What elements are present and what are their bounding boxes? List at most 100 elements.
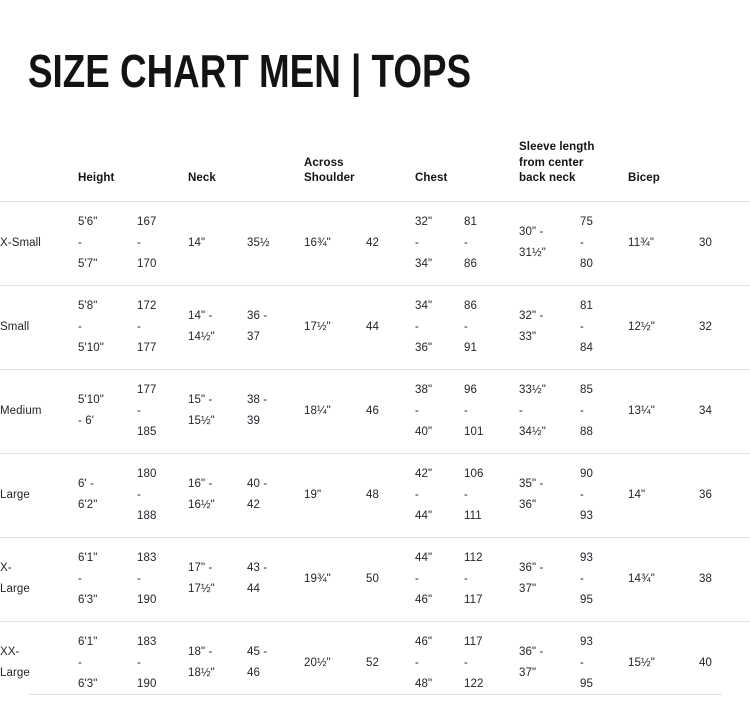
cell-height-cm: 183 - 190 (137, 536, 188, 621)
column-header-chest-label: Chest (415, 172, 448, 184)
cell-chest-cm: 117 - 122 (464, 620, 520, 705)
cell-bicep-in: 15½" (628, 620, 700, 705)
cell-sleeve-in: 36" - 37" (519, 620, 581, 705)
column-header-height: Height (78, 140, 188, 201)
cell-height-cm: 180 - 188 (137, 452, 188, 537)
cell-size: X-Small (0, 200, 78, 285)
cell-shoulder-in: 20½" (304, 620, 366, 705)
column-header-bicep-label: Bicep (628, 172, 660, 184)
cell-size: XX- Large (0, 620, 78, 705)
cell-neck-cm: 38 - 39 (247, 368, 304, 453)
column-header-across-shoulder: Across Shoulder (304, 140, 415, 201)
cell-chest-cm: 112 - 117 (464, 536, 520, 621)
column-header-size (0, 140, 78, 201)
cell-height-in: 6' - 6'2" (78, 452, 137, 537)
cell-height-cm: 177 - 185 (137, 368, 188, 453)
table-bottom-divider (28, 694, 722, 695)
cell-sleeve-cm: 93 - 95 (580, 536, 629, 621)
size-chart-table: Height Neck Across Shoulder Chest Sleeve… (0, 140, 750, 705)
column-header-neck-label: Neck (188, 172, 216, 184)
cell-sleeve-cm: 90 - 93 (580, 452, 629, 537)
cell-bicep-cm: 40 (699, 620, 750, 705)
cell-shoulder-cm: 50 (366, 536, 416, 621)
cell-bicep-in: 12½" (628, 284, 700, 369)
cell-sleeve-in: 36" - 37" (519, 536, 581, 621)
cell-chest-in: 38" - 40" (415, 368, 465, 453)
cell-bicep-cm: 38 (699, 536, 750, 621)
column-header-sleeve-length: Sleeve length from center back neck (519, 140, 628, 201)
cell-neck-in: 14" (188, 200, 247, 285)
cell-chest-in: 32" - 34" (415, 200, 465, 285)
cell-size: Medium (0, 368, 78, 453)
cell-neck-cm: 36 - 37 (247, 284, 304, 369)
cell-sleeve-cm: 75 - 80 (580, 200, 629, 285)
cell-neck-in: 14" - 14½" (188, 284, 247, 369)
cell-height-in: 5'10" - 6' (78, 368, 137, 453)
cell-chest-in: 46" - 48" (415, 620, 465, 705)
cell-neck-cm: 40 - 42 (247, 452, 304, 537)
cell-shoulder-cm: 46 (366, 368, 416, 453)
column-header-across-shoulder-label: Across Shoulder (304, 156, 355, 185)
cell-neck-cm: 43 - 44 (247, 536, 304, 621)
table-row: Large 6' - 6'2" 180 - 188 16" - 16½" 40 … (0, 452, 750, 537)
cell-neck-in: 16" - 16½" (188, 452, 247, 537)
cell-neck-cm: 35½ (247, 200, 304, 285)
cell-chest-in: 34" - 36" (415, 284, 465, 369)
table-row: Medium 5'10" - 6' 177 - 185 15" - 15½" 3… (0, 368, 750, 453)
cell-neck-in: 18" - 18½" (188, 620, 247, 705)
cell-sleeve-in: 35" - 36" (519, 452, 581, 537)
cell-neck-in: 15" - 15½" (188, 368, 247, 453)
cell-sleeve-in: 33½" - 34½" (519, 368, 581, 453)
cell-shoulder-in: 18¼" (304, 368, 366, 453)
cell-height-in: 6'1" - 6'3" (78, 536, 137, 621)
table-row: X-Small 5'6" - 5'7" 167 - 170 14" 35½ 16… (0, 200, 750, 285)
page-title: SIZE CHART MEN | TOPS (28, 44, 472, 97)
cell-chest-in: 42" - 44" (415, 452, 465, 537)
column-header-bicep: Bicep (628, 140, 750, 201)
table-body: X-Small 5'6" - 5'7" 167 - 170 14" 35½ 16… (0, 200, 750, 705)
cell-chest-cm: 81 - 86 (464, 200, 520, 285)
cell-neck-in: 17" - 17½" (188, 536, 247, 621)
cell-shoulder-in: 17½" (304, 284, 366, 369)
table-row: Small 5'8" - 5'10" 172 - 177 14" - 14½" … (0, 284, 750, 369)
cell-chest-cm: 86 - 91 (464, 284, 520, 369)
cell-bicep-in: 11¾" (628, 200, 700, 285)
cell-height-cm: 167 - 170 (137, 200, 188, 285)
table-row: XX- Large 6'1" - 6'3" 183 - 190 18" - 18… (0, 620, 750, 705)
cell-chest-cm: 106 - 111 (464, 452, 520, 537)
cell-shoulder-in: 19" (304, 452, 366, 537)
cell-neck-cm: 45 - 46 (247, 620, 304, 705)
cell-shoulder-cm: 44 (366, 284, 416, 369)
cell-bicep-cm: 34 (699, 368, 750, 453)
cell-sleeve-in: 30" - 31½" (519, 200, 581, 285)
cell-sleeve-cm: 85 - 88 (580, 368, 629, 453)
column-header-sleeve-length-label: Sleeve length from center back neck (519, 141, 595, 184)
cell-sleeve-cm: 81 - 84 (580, 284, 629, 369)
cell-height-cm: 183 - 190 (137, 620, 188, 705)
cell-bicep-cm: 30 (699, 200, 750, 285)
cell-chest-cm: 96 - 101 (464, 368, 520, 453)
cell-size: Small (0, 284, 78, 369)
column-header-neck: Neck (188, 140, 304, 201)
cell-bicep-cm: 32 (699, 284, 750, 369)
cell-sleeve-in: 32" - 33" (519, 284, 581, 369)
column-header-chest: Chest (415, 140, 519, 201)
column-header-height-label: Height (78, 172, 115, 184)
cell-shoulder-cm: 52 (366, 620, 416, 705)
table-row: X- Large 6'1" - 6'3" 183 - 190 17" - 17½… (0, 536, 750, 621)
cell-bicep-in: 13¼" (628, 368, 700, 453)
cell-sleeve-cm: 93 - 95 (580, 620, 629, 705)
cell-height-in: 5'8" - 5'10" (78, 284, 137, 369)
cell-shoulder-cm: 42 (366, 200, 416, 285)
cell-bicep-cm: 36 (699, 452, 750, 537)
cell-bicep-in: 14" (628, 452, 700, 537)
cell-height-in: 6'1" - 6'3" (78, 620, 137, 705)
table-header-row: Height Neck Across Shoulder Chest Sleeve… (0, 140, 750, 201)
cell-shoulder-in: 19¾" (304, 536, 366, 621)
cell-shoulder-in: 16¾" (304, 200, 366, 285)
cell-size: X- Large (0, 536, 78, 621)
cell-shoulder-cm: 48 (366, 452, 416, 537)
cell-height-in: 5'6" - 5'7" (78, 200, 137, 285)
cell-bicep-in: 14¾" (628, 536, 700, 621)
cell-chest-in: 44" - 46" (415, 536, 465, 621)
